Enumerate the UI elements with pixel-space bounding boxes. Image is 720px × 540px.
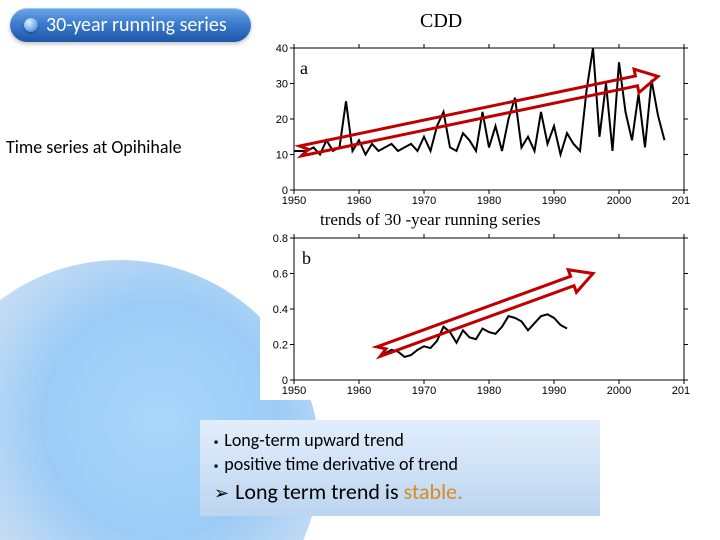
- chart-b: 00.20.40.60.8195019601970198019902000201…: [260, 230, 690, 400]
- svg-text:30: 30: [276, 79, 288, 91]
- panel-b-label: b: [302, 248, 311, 269]
- svg-text:40: 40: [276, 43, 288, 55]
- svg-text:1970: 1970: [412, 195, 436, 207]
- svg-text:2000: 2000: [607, 385, 631, 397]
- arrow-bullet-icon: ➢: [214, 481, 229, 505]
- square-bullet-icon: ▪: [214, 458, 218, 476]
- slide-title-text: 30-year running series: [46, 8, 227, 42]
- svg-text:1980: 1980: [477, 385, 501, 397]
- svg-text:1990: 1990: [542, 385, 566, 397]
- svg-text:0.8: 0.8: [273, 233, 288, 245]
- left-caption: Time series at Opihihale: [6, 136, 182, 158]
- bullet-1: ▪ Long-term upward trend: [214, 428, 586, 452]
- svg-text:0.6: 0.6: [273, 269, 288, 281]
- conclusion-callout: ▪ Long-term upward trend ▪ positive time…: [200, 420, 600, 516]
- chart-a: 0102030401950196019701980199020002010: [260, 40, 690, 210]
- bullet-2-text: positive time derivative of trend: [224, 452, 458, 476]
- svg-text:1980: 1980: [477, 195, 501, 207]
- bullet-2: ▪ positive time derivative of trend: [214, 452, 586, 476]
- svg-text:2000: 2000: [607, 195, 631, 207]
- svg-text:0.4: 0.4: [273, 304, 288, 316]
- title-bullet-icon: [24, 18, 38, 32]
- conclusion-line: ➢ Long term trend is stable.: [214, 477, 586, 507]
- panel-a-label: a: [300, 58, 308, 79]
- svg-text:1970: 1970: [412, 385, 436, 397]
- chart-b-title: trends of 30 -year running series: [320, 210, 540, 230]
- svg-text:1960: 1960: [347, 195, 371, 207]
- svg-text:1950: 1950: [282, 385, 306, 397]
- svg-text:1990: 1990: [542, 195, 566, 207]
- chart-b-svg: 00.20.40.60.8195019601970198019902000201…: [260, 230, 690, 400]
- svg-text:1950: 1950: [282, 195, 306, 207]
- svg-text:2010: 2010: [672, 385, 690, 397]
- square-bullet-icon: ▪: [214, 434, 218, 452]
- chart-a-svg: 0102030401950196019701980199020002010: [260, 40, 690, 210]
- svg-text:1960: 1960: [347, 385, 371, 397]
- svg-text:10: 10: [276, 150, 288, 162]
- slide-title-pill: 30-year running series: [10, 8, 251, 42]
- svg-text:0.2: 0.2: [273, 340, 288, 352]
- conclusion-prefix: Long term trend is: [235, 478, 403, 505]
- svg-text:20: 20: [276, 114, 288, 126]
- bullet-1-text: Long-term upward trend: [224, 428, 404, 452]
- chart-a-title: CDD: [420, 10, 462, 33]
- svg-text:2010: 2010: [672, 195, 690, 207]
- conclusion-highlight: stable.: [404, 478, 463, 505]
